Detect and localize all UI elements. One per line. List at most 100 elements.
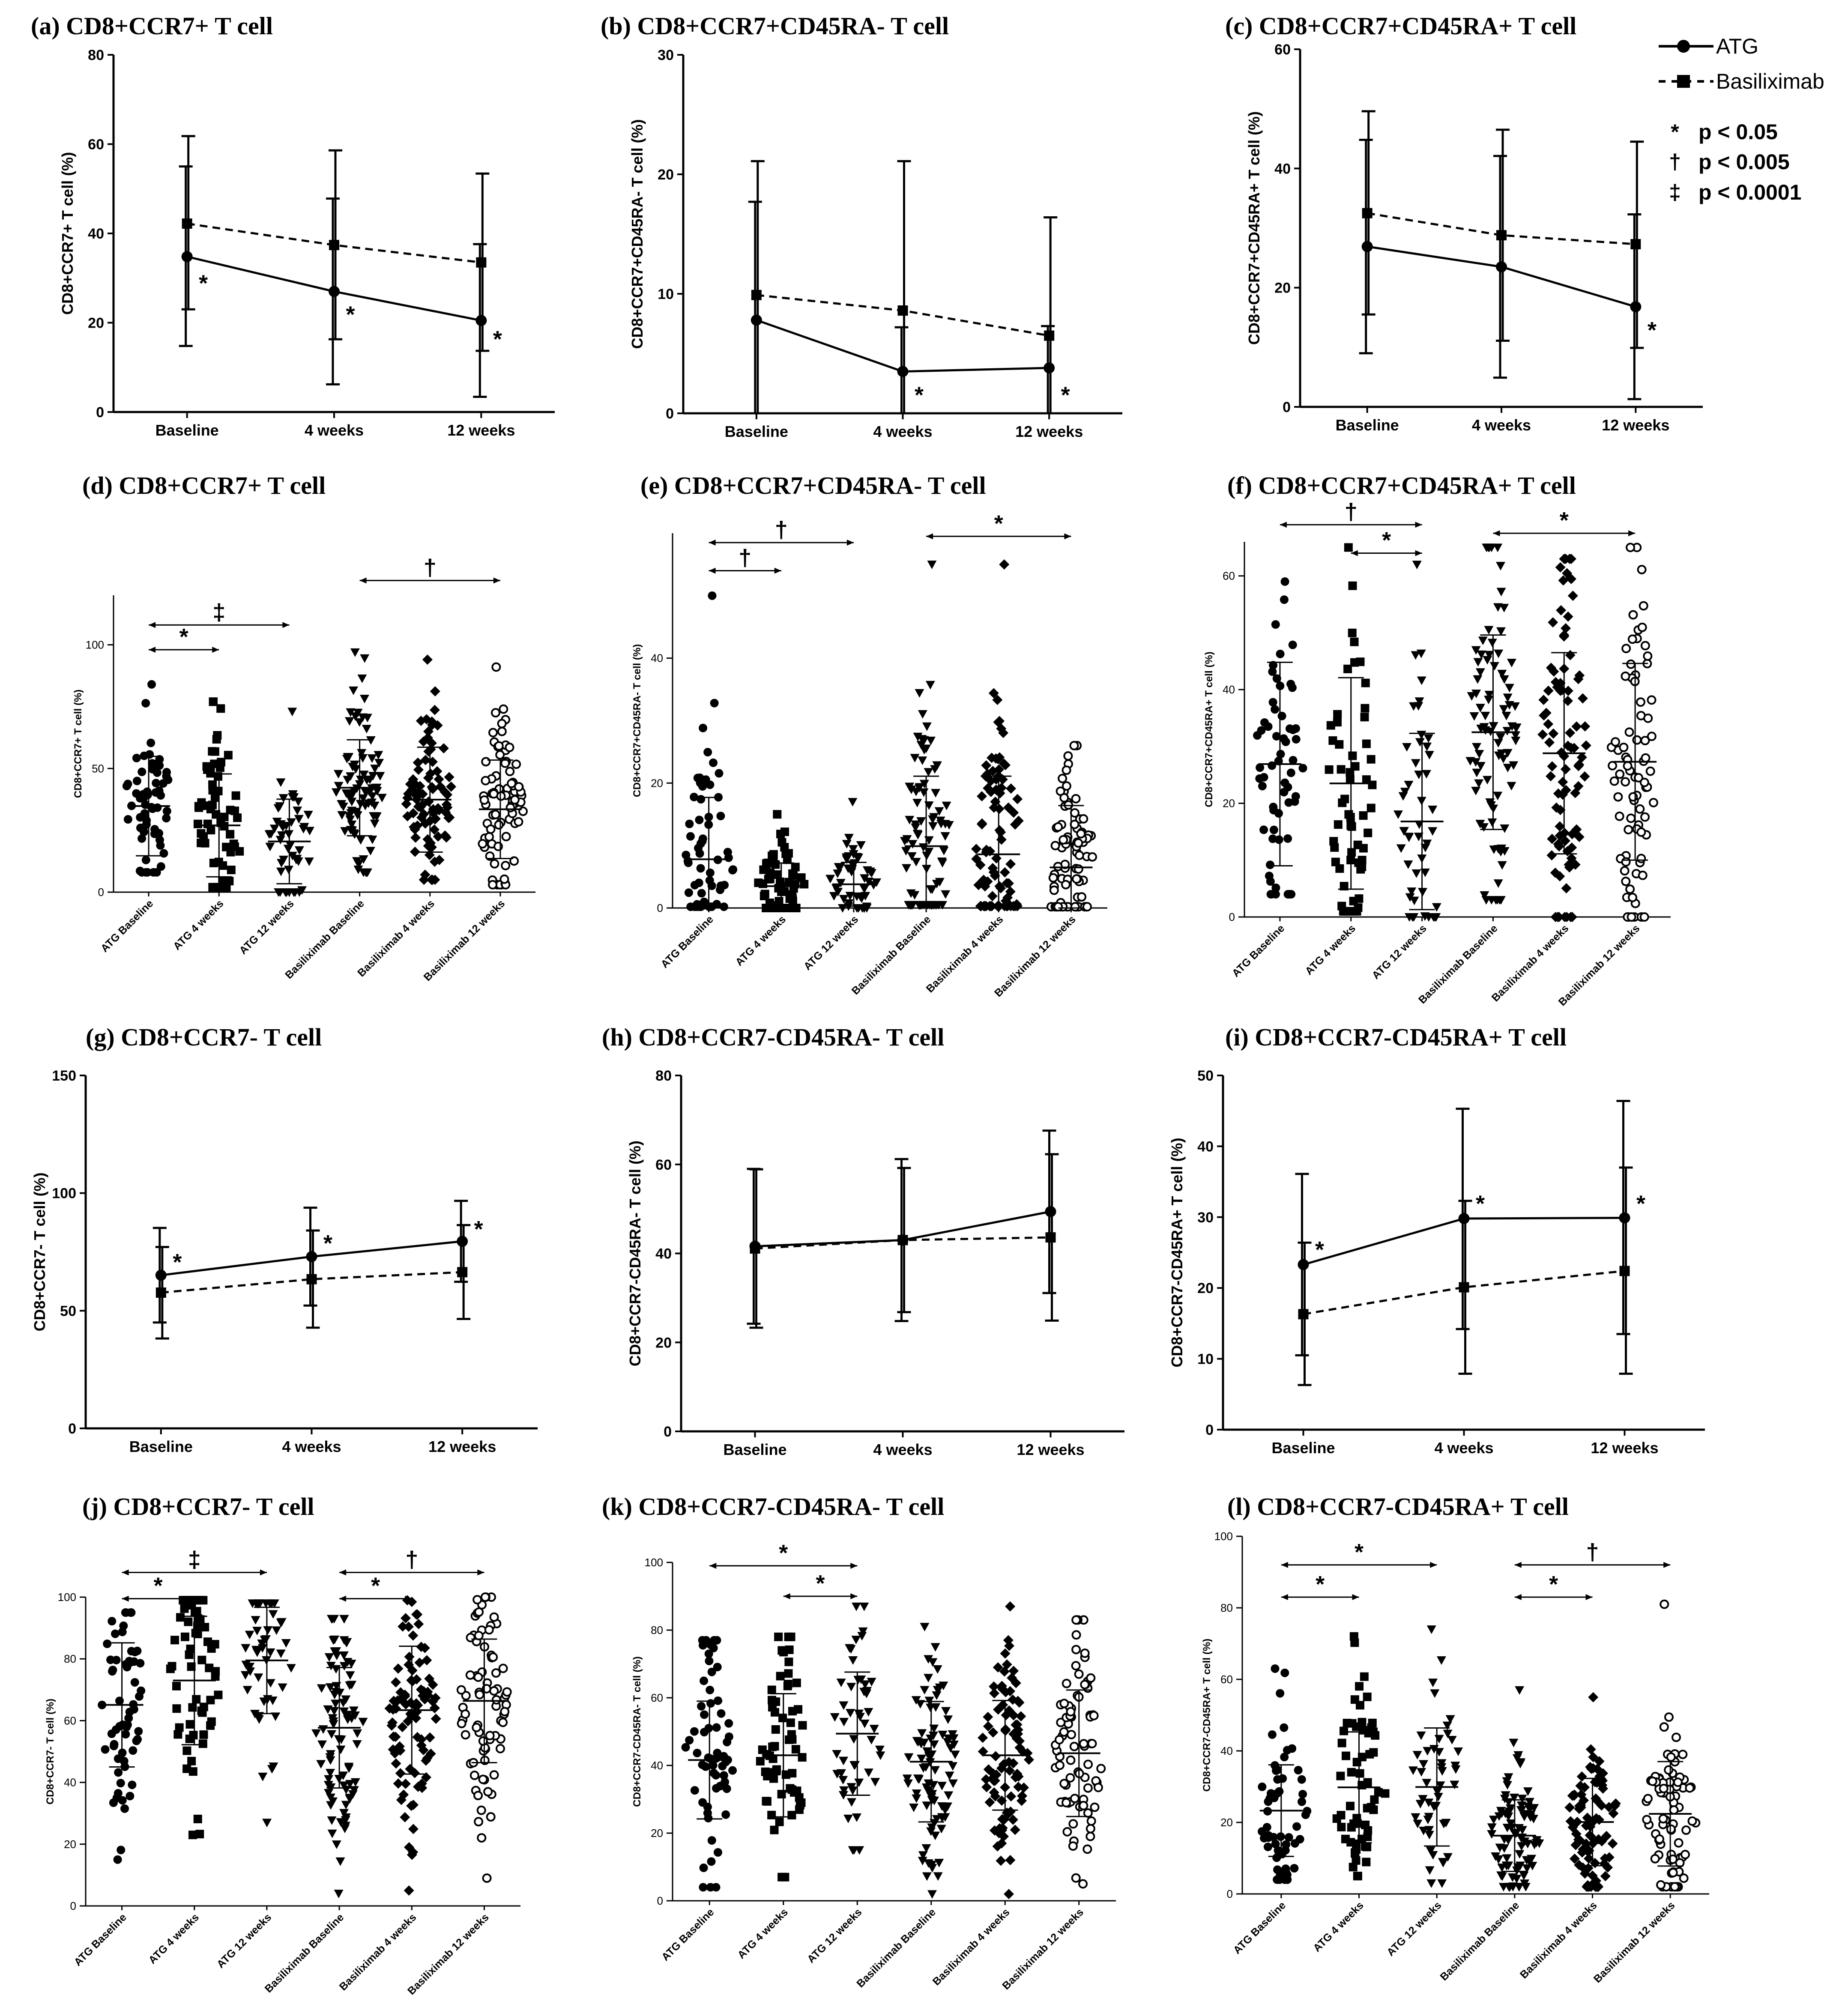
panel-d-point-1-41 [217,758,226,767]
panel-d-point-1-13 [209,697,218,706]
panel-i-basiliximab-point-1 [1459,1282,1469,1293]
panel-f-point-3-67 [1496,561,1506,570]
panel-l-point-5-62 [1643,1794,1653,1804]
panel-f-point-5-28 [1637,564,1647,574]
panel-l-point-3-79 [1515,1850,1525,1859]
panel-j-point-5-16 [475,1690,484,1699]
panel-e-bracket-arrow-right-1 [846,539,854,546]
panel-f-bracket-arrow-right-2 [1628,530,1636,537]
panel-j-point-5-35 [498,1717,508,1727]
panel-j-point-3-37 [327,1816,337,1825]
panel-e-point-4-39 [1005,859,1016,869]
panel-d-point-0-40 [147,738,155,747]
panel-k-point-1-52 [792,1679,801,1687]
panel-j-point-1-40 [193,1622,202,1631]
panel-k-point-4-50 [1019,1782,1029,1793]
panel-f-point-5-27 [1635,804,1645,814]
panel-e-bracket-label-2: * [994,511,1003,536]
panel-f-point-3-47 [1498,755,1508,764]
panel-d-point-0-37 [156,862,165,871]
panel-d-point-5-71 [490,809,500,819]
panel-k-point-4-27 [1006,1791,1017,1802]
panel-f-point-3-87 [1471,758,1480,767]
panel-k-point-4-74 [1005,1686,1016,1696]
panel-l-bracket-label-3: † [1586,1539,1599,1565]
panel-f-point-3-84 [1507,722,1517,731]
panel-d-point-3-60 [375,772,385,781]
panel-l-point-2-48 [1450,1762,1460,1771]
panel-k-point-5-57 [1055,1760,1065,1770]
panel-l-point-2-46 [1411,1813,1420,1822]
panel-j-point-0-54 [134,1727,143,1736]
panel-f-point-5-30 [1628,792,1638,802]
panel-d-point-5-47 [514,782,524,792]
panel-f-point-0-29 [1268,698,1277,707]
panel-d-point-4-44 [415,781,425,791]
panel-k-point-1-47 [777,1646,786,1655]
panel-e-point-1-41 [760,891,769,900]
panel-e-point-3-81 [913,831,923,840]
panel-k-point-4-5 [1010,1825,1020,1835]
panel-d-point-5-73 [495,750,505,760]
panel-j-point-5-5 [477,1833,487,1843]
panel-d-point-3-65 [344,792,354,801]
panel-k-point-0-25 [721,1810,730,1819]
panel-e-point-4-38 [994,764,1005,775]
panel-k-point-5-48 [1090,1802,1100,1812]
panel-j-point-0-46 [133,1646,142,1655]
panel-l-point-1-40 [1360,1672,1369,1681]
panel-j-point-4-42 [408,1824,419,1834]
panel-j-point-4-52 [412,1732,423,1742]
panel-k-ytick-label-2: 40 [651,1759,663,1772]
panel-f-point-0-57 [1280,778,1289,787]
panel-f-point-2-19 [1420,868,1430,877]
panel-j-point-4-1 [404,1885,414,1896]
panel-g-sig-marker-1: * [323,1231,332,1256]
panel-f-point-3-53 [1477,650,1486,659]
panel-k-point-4-9 [981,1782,992,1792]
panel-d-point-0-34 [149,868,158,877]
panel-e-point-2-41 [842,840,852,849]
panel-k-point-1-50 [785,1645,794,1654]
panel-c-atg-point-0 [1361,241,1373,252]
panel-k-point-2-37 [832,1770,842,1779]
panel-d-point-1-53 [199,832,208,841]
panel-k-point-2-21 [860,1680,870,1689]
panel-f-point-3-69 [1471,786,1481,795]
panel-l-point-2-23 [1436,1656,1446,1665]
panel-e-point-5-64 [1087,852,1097,862]
panel-j-point-2-19 [245,1631,254,1640]
panel-d-point-5-79 [478,839,487,849]
panel-k-point-4-21 [981,1774,991,1785]
panel-f-point-4-8 [1537,729,1548,740]
panel-k-point-3-17 [922,1872,932,1881]
panel-k-point-4-79 [1014,1742,1025,1753]
panel-f-point-3-49 [1478,636,1488,645]
panel-a-title: (a) CD8+CCR7+ T cell [31,12,273,40]
panel-l-point-2-12 [1451,1765,1461,1774]
panel-k-point-0-36 [713,1663,722,1672]
panel-e-point-3-50 [905,815,915,824]
panel-e-point-1-43 [773,870,782,879]
legend-basiliximab-marker [1677,75,1690,88]
panel-j-point-3-10 [326,1683,335,1692]
panel-e-point-4-20 [1006,783,1017,794]
panel-f-point-5-5 [1615,769,1625,779]
panel-d-point-2-23 [285,841,295,850]
panel-e-point-0-31 [684,888,693,897]
panel-f-point-0-59 [1266,860,1275,869]
panel-d-point-2-13 [293,806,302,815]
panel-i-ytick-label-2: 20 [1197,1280,1214,1296]
panel-k-point-1-3 [777,1789,786,1798]
panel-l-point-1-43 [1371,1731,1380,1740]
panel-f-point-1-48 [1335,864,1344,873]
panel-j-point-3-48 [358,1717,368,1726]
panel-e-point-4-43 [999,758,1009,769]
panel-l-point-2-44 [1419,1760,1429,1769]
panel-e-point-3-53 [905,783,915,791]
panel-d-point-5-11 [511,759,521,769]
panel-k-point-2-29 [875,1745,885,1754]
panel-j-point-2-49 [240,1671,250,1680]
panel-f-point-3-68 [1499,705,1509,714]
panel-f-point-1-52 [1331,857,1340,866]
